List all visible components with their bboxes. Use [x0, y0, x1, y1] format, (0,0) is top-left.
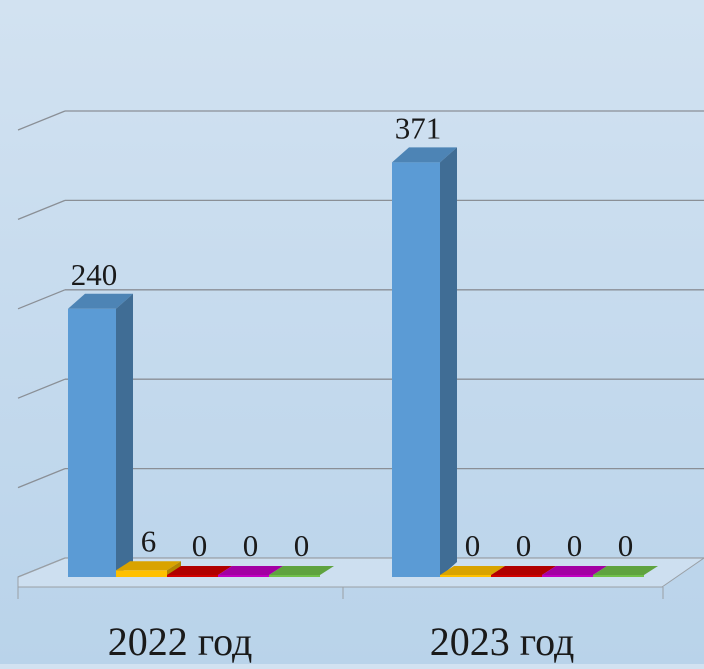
bar-top: [116, 561, 181, 571]
bar: [116, 570, 167, 577]
gridlines: [17, 110, 704, 588]
data-label: 0: [243, 528, 259, 563]
side-wall-line: [17, 289, 66, 310]
data-label: 6: [141, 523, 157, 558]
side-wall-line: [17, 378, 66, 399]
x-axis: 2022 год 2023 год: [17, 586, 664, 664]
data-label: 0: [294, 528, 310, 563]
bar-side: [116, 293, 133, 577]
bars: [68, 147, 658, 577]
bar: [269, 575, 320, 577]
x-tick-label: 2022 год: [108, 619, 253, 664]
bar-top: [542, 566, 607, 575]
chart-floor: [17, 557, 704, 588]
bar: [491, 575, 542, 577]
bar-top: [392, 147, 457, 163]
side-wall-line: [17, 110, 66, 131]
bar-top: [491, 566, 556, 575]
x-tick-label: 2023 год: [430, 619, 575, 664]
bar-side: [440, 147, 457, 577]
bar-top: [218, 566, 283, 575]
bar-top: [167, 566, 232, 575]
data-label: 0: [567, 528, 583, 563]
data-label: 240: [71, 257, 118, 292]
bar: [542, 575, 593, 577]
bar: [167, 575, 218, 577]
bar-top: [593, 566, 658, 575]
bar-top: [269, 566, 334, 575]
bar: [392, 162, 440, 577]
bar-top: [440, 566, 505, 575]
data-label: 0: [465, 528, 481, 563]
side-wall-line: [17, 467, 66, 489]
data-label: 0: [618, 528, 634, 563]
bar: [593, 575, 644, 577]
data-label: 0: [516, 528, 532, 563]
data-label: 371: [395, 110, 442, 145]
bar: [218, 575, 269, 577]
data-label: 0: [192, 528, 208, 563]
side-wall-line: [17, 199, 66, 221]
bar: [68, 308, 116, 577]
bar: [440, 575, 491, 577]
bar-top: [68, 293, 133, 309]
